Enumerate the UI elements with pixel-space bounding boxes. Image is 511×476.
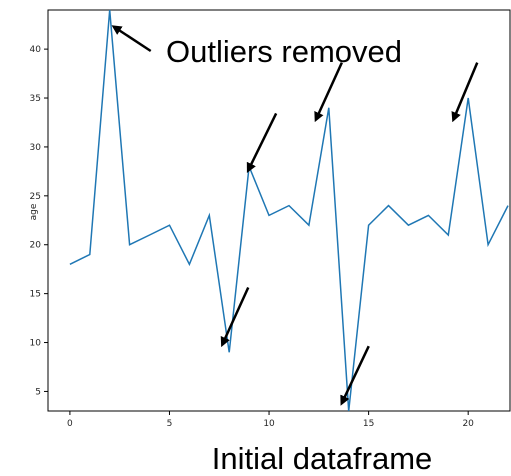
annotation-arrow <box>220 287 250 348</box>
y-tick-label-10: 10 <box>30 339 42 349</box>
x-axis: 0 5 10 15 20 <box>67 411 474 429</box>
y-tick-label-40: 40 <box>30 45 42 55</box>
x-tick-label-5: 5 <box>167 419 173 429</box>
annotation-outliers-removed: Outliers removed <box>166 34 402 69</box>
y-tick-label-25: 25 <box>30 192 41 202</box>
chart-caption: Initial dataframe <box>212 441 433 476</box>
annotation-arrows <box>111 25 479 406</box>
series-line-age <box>69 9 509 412</box>
annotation-arrow <box>340 345 370 406</box>
x-tick-label-0: 0 <box>67 419 73 429</box>
y-tick-label-30: 30 <box>30 143 42 153</box>
x-tick-label-20: 20 <box>462 419 474 429</box>
annotation-arrow <box>314 62 343 123</box>
annotation-arrow <box>451 62 479 123</box>
y-tick-label-35: 35 <box>30 94 41 104</box>
x-tick-label-15: 15 <box>363 419 374 429</box>
y-tick-label-5: 5 <box>35 387 41 397</box>
y-axis: 5 10 15 20 25 30 35 40 <box>30 45 48 397</box>
y-tick-label-15: 15 <box>30 290 41 300</box>
annotation-arrow <box>111 25 152 53</box>
y-axis-label: age <box>29 203 39 220</box>
annotation-arrow <box>246 112 278 173</box>
x-tick-label-10: 10 <box>263 419 275 429</box>
y-tick-label-20: 20 <box>30 241 42 251</box>
